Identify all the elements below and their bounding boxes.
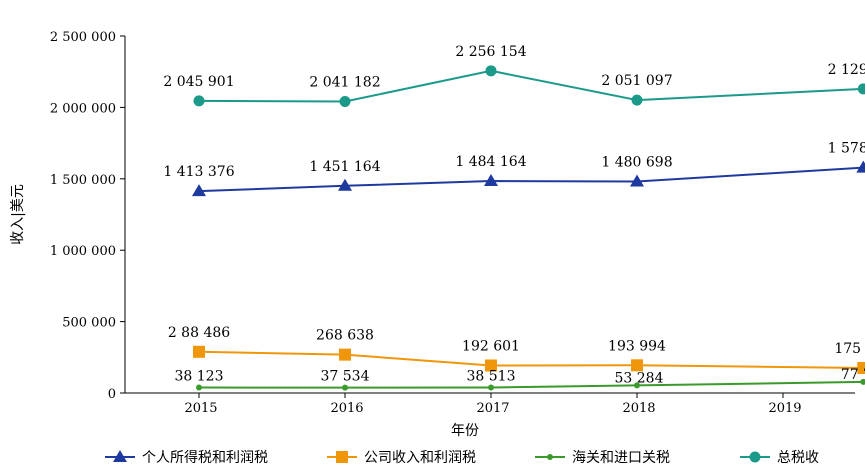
data-point [488,384,494,391]
data-point [634,382,640,389]
legend-item-2: 公司收入和利润税 [327,450,476,466]
data-label: 53 284 [615,370,664,386]
y-tick-label: 500 000 [62,316,116,331]
data-point [485,359,497,372]
legend-item-1: 个人所得税和利润税 [105,449,268,466]
data-label: 193 994 [608,338,666,354]
data-label: 268 638 [316,328,374,344]
data-point [631,94,643,106]
legend: 个人所得税和利润税 公司收入和利润税 海关和进口关税 总税收 [105,449,819,466]
data-label: 2 041 182 [309,75,380,91]
series-line [198,166,864,193]
legend-marker [113,450,127,462]
x-tick-label: 2019 [768,401,801,416]
legend-marker [749,451,761,463]
data-label: 192 601 [462,338,520,354]
data-label: 37 534 [321,369,370,385]
data-label: 2 051 097 [601,73,672,89]
x-axis-title: 年份 [451,423,479,439]
data-label: 1 484 164 [455,154,526,170]
data-label: 38 513 [467,369,516,385]
data-label: 2 129 405 [828,62,865,78]
data-point [630,174,644,187]
data-label: 1 480 698 [601,155,672,171]
x-tick-label: 2017 [476,401,509,416]
data-point [857,361,865,374]
data-point [484,174,498,187]
x-tick-label: 2016 [330,401,363,416]
series-1: 1 413 376 1 451 164 1 484 164 1 480 698 1 57… [163,141,865,197]
data-point [338,178,352,191]
data-point [860,378,865,385]
y-tick-label: 2 500 000 [50,30,116,45]
legend-label: 海关和进口关税 [572,450,670,466]
series-3: 38 123 37 534 38 513 53 284 77 752 [175,367,865,391]
y-tick-label: 2 000 000 [50,101,116,116]
data-label: 2 256 154 [455,44,526,60]
legend-item-4: 总税收 [740,450,819,466]
data-label: 1 413 376 [163,164,234,180]
data-point [485,65,497,77]
series-line [198,350,864,369]
legend-label: 个人所得税和利润税 [142,449,268,466]
data-label: 175 326 [834,341,865,357]
data-point [193,95,205,107]
y-tick-label: 0 [108,387,116,402]
data-point [192,184,206,197]
data-label: 77 752 [841,367,865,383]
data-point [196,384,202,391]
legend-label: 总税收 [777,450,819,466]
legend-label: 公司收入和利润税 [364,450,476,466]
x-tick-label: 2015 [184,401,217,416]
data-point [193,345,205,358]
data-label: 38 123 [175,369,224,385]
data-point [339,348,351,361]
legend-item-3: 海关和进口关税 [535,450,670,466]
data-point [342,384,348,391]
series-line [198,380,864,389]
axes: 0 500 000 1 000 000 1 500 000 2 000 000 2 500… [50,30,855,416]
data-label: 1 578 579 [828,141,865,157]
series-2: 2 88 486 268 638 192 601 193 994 175 326 [168,325,865,374]
series-line [198,69,864,103]
legend-marker [336,451,348,463]
data-point [339,96,351,108]
data-label: 2 88 486 [168,325,230,341]
y-tick-label: 1 500 000 [50,173,116,188]
y-tick-label: 1 000 000 [50,244,116,259]
legend-marker [547,454,553,460]
series-4: 2 045 901 2 041 182 2 256 154 2 051 097 2 12… [163,44,865,108]
data-point [857,83,865,95]
x-axis-ticks: 2015 2016 2017 2018 2019 [184,393,802,416]
data-point [856,160,865,173]
y-axis-ticks: 0 500 000 1 000 000 1 500 000 2 000 000 2 500… [50,30,125,402]
data-label: 1 451 164 [309,159,380,175]
data-point [631,359,643,372]
data-label: 2 045 901 [163,74,234,90]
y-axis-title: 收入|美元 [10,184,26,245]
x-tick-label: 2018 [622,401,655,416]
plot-series: 1 413 376 1 451 164 1 484 164 1 480 698 1 57… [163,44,865,391]
